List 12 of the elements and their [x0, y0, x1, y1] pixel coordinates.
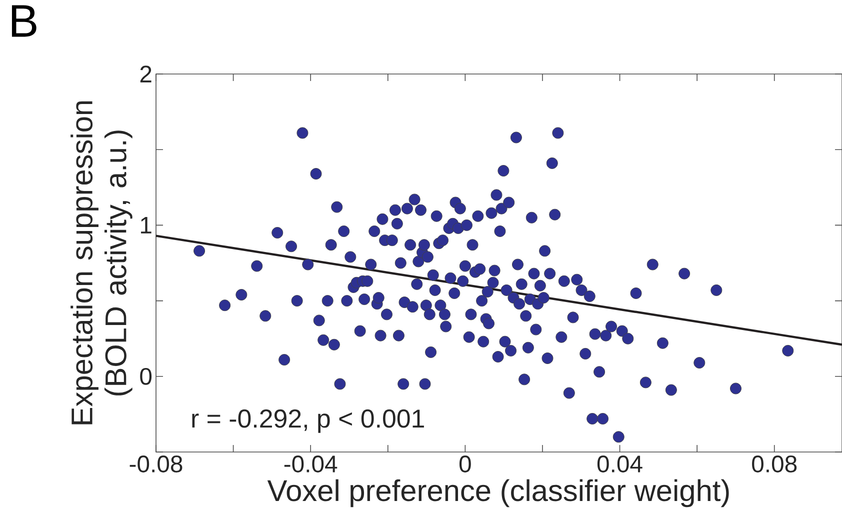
x-tick-label: -0.08 [130, 456, 182, 472]
chart-title: B [12, 5, 36, 37]
y-tick-label: 0 [140, 368, 152, 385]
x-tick-label: 0 [459, 456, 471, 472]
x-axis-title: Voxel preference (classifier weight) [267, 479, 729, 508]
x-tick-label: 0.04 [597, 456, 642, 472]
x-tick-label: 0.08 [752, 456, 797, 472]
y-tick-label: 2 [140, 66, 152, 82]
annotation: r = -0.292, p < 0.001 [192, 409, 424, 433]
x-tick-label: -0.04 [284, 456, 338, 472]
y-tick-label: 1 [141, 216, 152, 234]
y-axis-title: Expectation suppression (BOLD activity, a.u.) [70, 101, 132, 424]
